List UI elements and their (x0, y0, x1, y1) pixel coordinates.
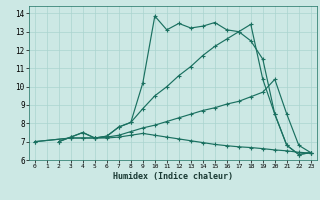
X-axis label: Humidex (Indice chaleur): Humidex (Indice chaleur) (113, 172, 233, 181)
